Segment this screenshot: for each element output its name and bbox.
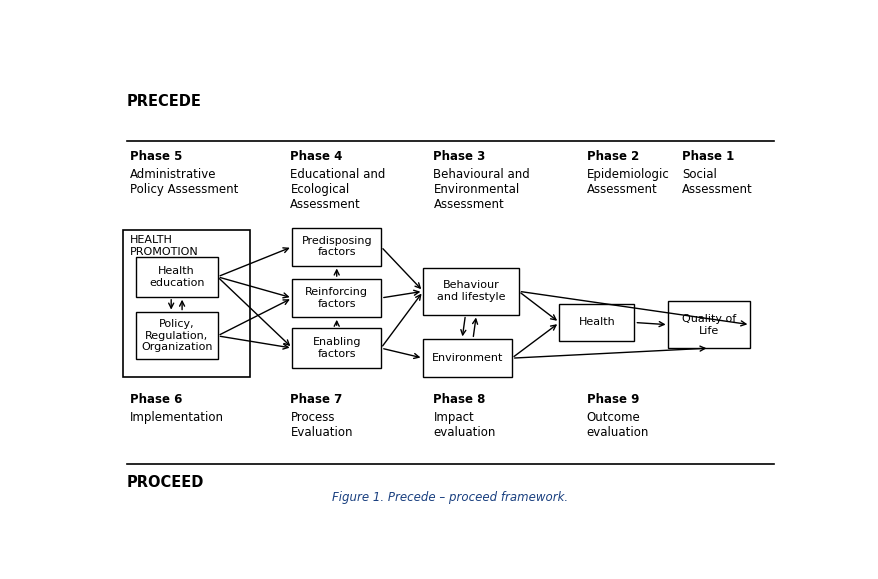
- Text: Administrative
Policy Assessment: Administrative Policy Assessment: [130, 168, 239, 196]
- Text: Process
Evaluation: Process Evaluation: [290, 412, 352, 439]
- Text: PRECEDE: PRECEDE: [126, 94, 202, 109]
- Text: Behaviour
and lifestyle: Behaviour and lifestyle: [436, 280, 505, 302]
- Text: Enabling
factors: Enabling factors: [312, 338, 361, 359]
- FancyBboxPatch shape: [292, 279, 380, 317]
- Text: Epidemiologic
Assessment: Epidemiologic Assessment: [586, 168, 669, 196]
- Text: Impact
evaluation: Impact evaluation: [433, 412, 495, 439]
- Text: Health
education: Health education: [148, 266, 205, 288]
- FancyBboxPatch shape: [123, 230, 249, 377]
- Text: Phase 4: Phase 4: [290, 150, 342, 163]
- Text: Environment: Environment: [431, 353, 502, 363]
- FancyBboxPatch shape: [292, 328, 380, 368]
- Text: Phase 5: Phase 5: [130, 150, 183, 163]
- Text: Quality of
Life: Quality of Life: [681, 314, 736, 335]
- Text: Implementation: Implementation: [130, 412, 224, 424]
- Text: Phase 9: Phase 9: [586, 393, 638, 406]
- FancyBboxPatch shape: [135, 256, 217, 297]
- Text: Reinforcing
factors: Reinforcing factors: [305, 287, 368, 309]
- Text: Phase 1: Phase 1: [681, 150, 733, 163]
- Text: Phase 7: Phase 7: [290, 393, 342, 406]
- FancyBboxPatch shape: [135, 313, 217, 359]
- Text: HEALTH
PROMOTION: HEALTH PROMOTION: [130, 235, 198, 257]
- Text: Social
Assessment: Social Assessment: [681, 168, 752, 196]
- FancyBboxPatch shape: [667, 301, 749, 348]
- Text: Educational and
Ecological
Assessment: Educational and Ecological Assessment: [290, 168, 385, 211]
- FancyBboxPatch shape: [292, 228, 380, 266]
- Text: Outcome
evaluation: Outcome evaluation: [586, 412, 648, 439]
- Text: Policy,
Regulation,
Organization: Policy, Regulation, Organization: [140, 319, 212, 353]
- Text: Phase 3: Phase 3: [433, 150, 486, 163]
- FancyBboxPatch shape: [423, 268, 518, 315]
- Text: Phase 2: Phase 2: [586, 150, 638, 163]
- Text: PROCEED: PROCEED: [126, 475, 204, 490]
- Text: Phase 8: Phase 8: [433, 393, 486, 406]
- Text: Phase 6: Phase 6: [130, 393, 183, 406]
- Text: Health: Health: [578, 317, 615, 328]
- Text: Behavioural and
Environmental
Assessment: Behavioural and Environmental Assessment: [433, 168, 529, 211]
- Text: Predisposing
factors: Predisposing factors: [301, 236, 371, 258]
- FancyBboxPatch shape: [559, 303, 634, 342]
- Text: Figure 1. Precede – proceed framework.: Figure 1. Precede – proceed framework.: [332, 491, 568, 504]
- FancyBboxPatch shape: [423, 339, 511, 377]
